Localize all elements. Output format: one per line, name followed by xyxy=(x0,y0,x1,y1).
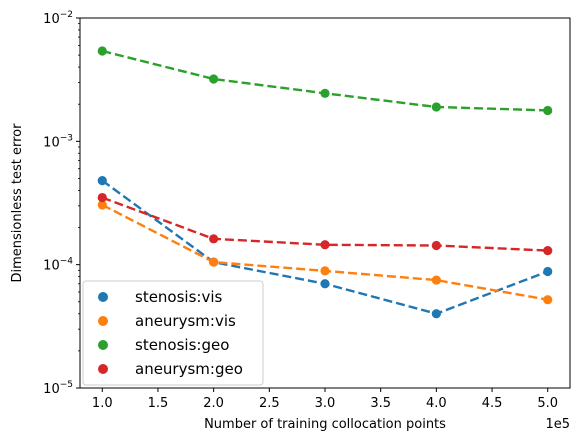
data-point xyxy=(209,74,219,84)
series-layer xyxy=(97,46,553,319)
data-point xyxy=(97,176,107,186)
legend-marker xyxy=(98,292,108,302)
legend-label: stenosis:geo xyxy=(135,336,229,354)
legend-label: aneurysm:vis xyxy=(135,312,236,330)
data-point xyxy=(97,192,107,203)
y-tick-label: 10−5 xyxy=(43,380,73,397)
series-3 xyxy=(97,192,553,256)
legend-marker xyxy=(98,364,108,374)
data-point xyxy=(431,102,441,112)
y-axis-label: Dimensionless test error xyxy=(10,123,25,283)
data-point xyxy=(97,46,107,56)
data-point xyxy=(209,257,219,267)
series-0 xyxy=(97,176,553,319)
series-1 xyxy=(97,200,553,305)
x-tick-label: 1.5 xyxy=(148,396,169,411)
data-point xyxy=(543,105,553,116)
data-point xyxy=(209,234,219,244)
series-line xyxy=(101,196,548,252)
y-tick-label: 10−4 xyxy=(43,257,73,274)
series-2 xyxy=(97,46,553,116)
legend-box xyxy=(82,280,264,386)
data-point xyxy=(431,275,441,285)
x-axis-label: Number of training collocation points xyxy=(204,417,446,432)
legend: stenosis:vis aneurysm:vis stenosis:geo aneu… xyxy=(82,280,264,386)
legend-item: aneurysm:vis xyxy=(98,312,236,330)
series-line xyxy=(102,49,548,112)
data-point xyxy=(543,246,553,256)
y-tick-label: 10−3 xyxy=(43,133,73,150)
legend-label: stenosis:vis xyxy=(135,288,223,306)
x-tick-label: 4.5 xyxy=(482,396,503,411)
data-point xyxy=(320,279,330,289)
legend-marker xyxy=(98,340,108,350)
data-point xyxy=(320,88,330,98)
x-axis: 1.0 1.5 2.0 2.5 3.0 3.5 4.0 4.5 5.0 xyxy=(92,388,558,411)
data-point xyxy=(97,200,107,210)
legend-label: aneurysm:geo xyxy=(135,360,243,378)
data-point xyxy=(543,266,553,277)
legend-item: aneurysm:geo xyxy=(98,360,243,378)
data-point xyxy=(431,309,441,319)
x-tick-label: 3.0 xyxy=(315,396,336,411)
x-tick-label: 5.0 xyxy=(537,396,558,411)
data-point xyxy=(320,240,330,250)
legend-marker xyxy=(98,316,108,326)
x-tick-label: 2.5 xyxy=(259,396,280,411)
x-tick-label: 3.5 xyxy=(370,396,391,411)
data-point xyxy=(320,266,330,276)
y-tick-label: 10−2 xyxy=(43,10,73,27)
x-tick-label: 2.0 xyxy=(203,396,224,411)
y-axis: 10−5 10−4 10−3 10−2 xyxy=(43,10,80,397)
data-point xyxy=(543,295,553,305)
legend-item: stenosis:vis xyxy=(98,288,223,306)
legend-item: stenosis:geo xyxy=(98,336,229,354)
x-tick-label: 4.0 xyxy=(426,396,447,411)
data-point xyxy=(431,240,441,251)
x-axis-offset-label: 1e5 xyxy=(545,417,570,432)
x-tick-label: 1.0 xyxy=(92,396,113,411)
